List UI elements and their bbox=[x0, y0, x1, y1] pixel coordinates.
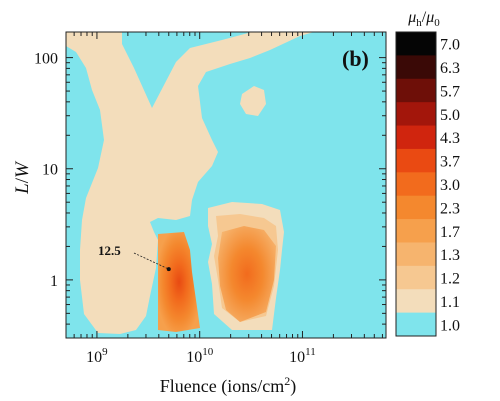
colorbar-swatch bbox=[396, 55, 436, 80]
annotation-label: 12.5 bbox=[98, 243, 121, 258]
x-tick-label: 1010 bbox=[186, 346, 214, 366]
contour-level-1.1-main bbox=[66, 32, 314, 334]
colorbar-title: μh/μ0 bbox=[407, 9, 440, 29]
x-axis-label: Fluence (ions/cm2) bbox=[160, 374, 296, 397]
colorbar-swatch bbox=[396, 219, 436, 243]
colorbar-swatch bbox=[396, 242, 436, 267]
contour-small-blob bbox=[240, 86, 266, 116]
colorbar-swatch bbox=[396, 125, 436, 150]
colorbar-tick-label: 5.0 bbox=[440, 107, 460, 124]
hotspot-b bbox=[218, 226, 276, 322]
colorbar-tick-label: 7.0 bbox=[440, 37, 460, 54]
colorbar-tick-label: 1.0 bbox=[440, 317, 460, 334]
panel-label: (b) bbox=[342, 46, 369, 71]
colorbar-tick-label: 1.1 bbox=[440, 294, 460, 311]
contour-regions bbox=[66, 32, 314, 334]
colorbar-swatch bbox=[396, 102, 436, 127]
y-tick-label: 10 bbox=[42, 162, 58, 179]
colorbar-tick-label: 3.0 bbox=[440, 177, 460, 194]
colorbar-swatch bbox=[396, 312, 436, 337]
colorbar-frame bbox=[395, 31, 437, 337]
colorbar-tick-label: 6.3 bbox=[440, 60, 460, 77]
peak-annotation: 12.5 bbox=[98, 243, 171, 272]
colorbar-tick-label: 5.7 bbox=[440, 83, 460, 100]
colorbar-swatch bbox=[396, 289, 436, 314]
colorbar-swatch bbox=[396, 78, 436, 103]
colorbar-tick-label: 1.3 bbox=[440, 247, 460, 264]
y-tick-label: 100 bbox=[34, 51, 58, 68]
colorbar-tick-label: 1.2 bbox=[440, 271, 460, 288]
colorbar-swatch bbox=[396, 172, 436, 197]
colorbar-swatch bbox=[396, 195, 436, 220]
plot-frame bbox=[65, 31, 387, 339]
colorbar-swatch bbox=[396, 265, 436, 290]
x-axis: 109 1010 1011 bbox=[65, 32, 383, 366]
colorbar-swatch bbox=[396, 32, 436, 56]
x-tick-label: 1011 bbox=[289, 346, 316, 366]
colorbar-tick-label: 1.7 bbox=[440, 224, 460, 241]
y-axis-label: L/W bbox=[12, 160, 33, 195]
colorbar-swatch bbox=[396, 148, 436, 173]
x-tick-label: 109 bbox=[86, 346, 108, 366]
colorbar: μh/μ0 7.0 6.3 5.7 5.0 4.3 3.7 3.0 2.3 1.7 1.3 1.2 1… bbox=[395, 9, 460, 337]
hotspot-a bbox=[158, 232, 200, 332]
plot-area bbox=[65, 31, 387, 339]
y-tick-label: 1 bbox=[50, 273, 58, 290]
annotation-point bbox=[166, 267, 171, 272]
colorbar-tick-label: 3.7 bbox=[440, 154, 460, 171]
y-axis: 1 10 100 bbox=[34, 51, 386, 339]
annotation-leader-line bbox=[133, 252, 169, 270]
colorbar-tick-label: 2.3 bbox=[440, 200, 460, 217]
colorbar-tick-label: 4.3 bbox=[440, 130, 460, 147]
